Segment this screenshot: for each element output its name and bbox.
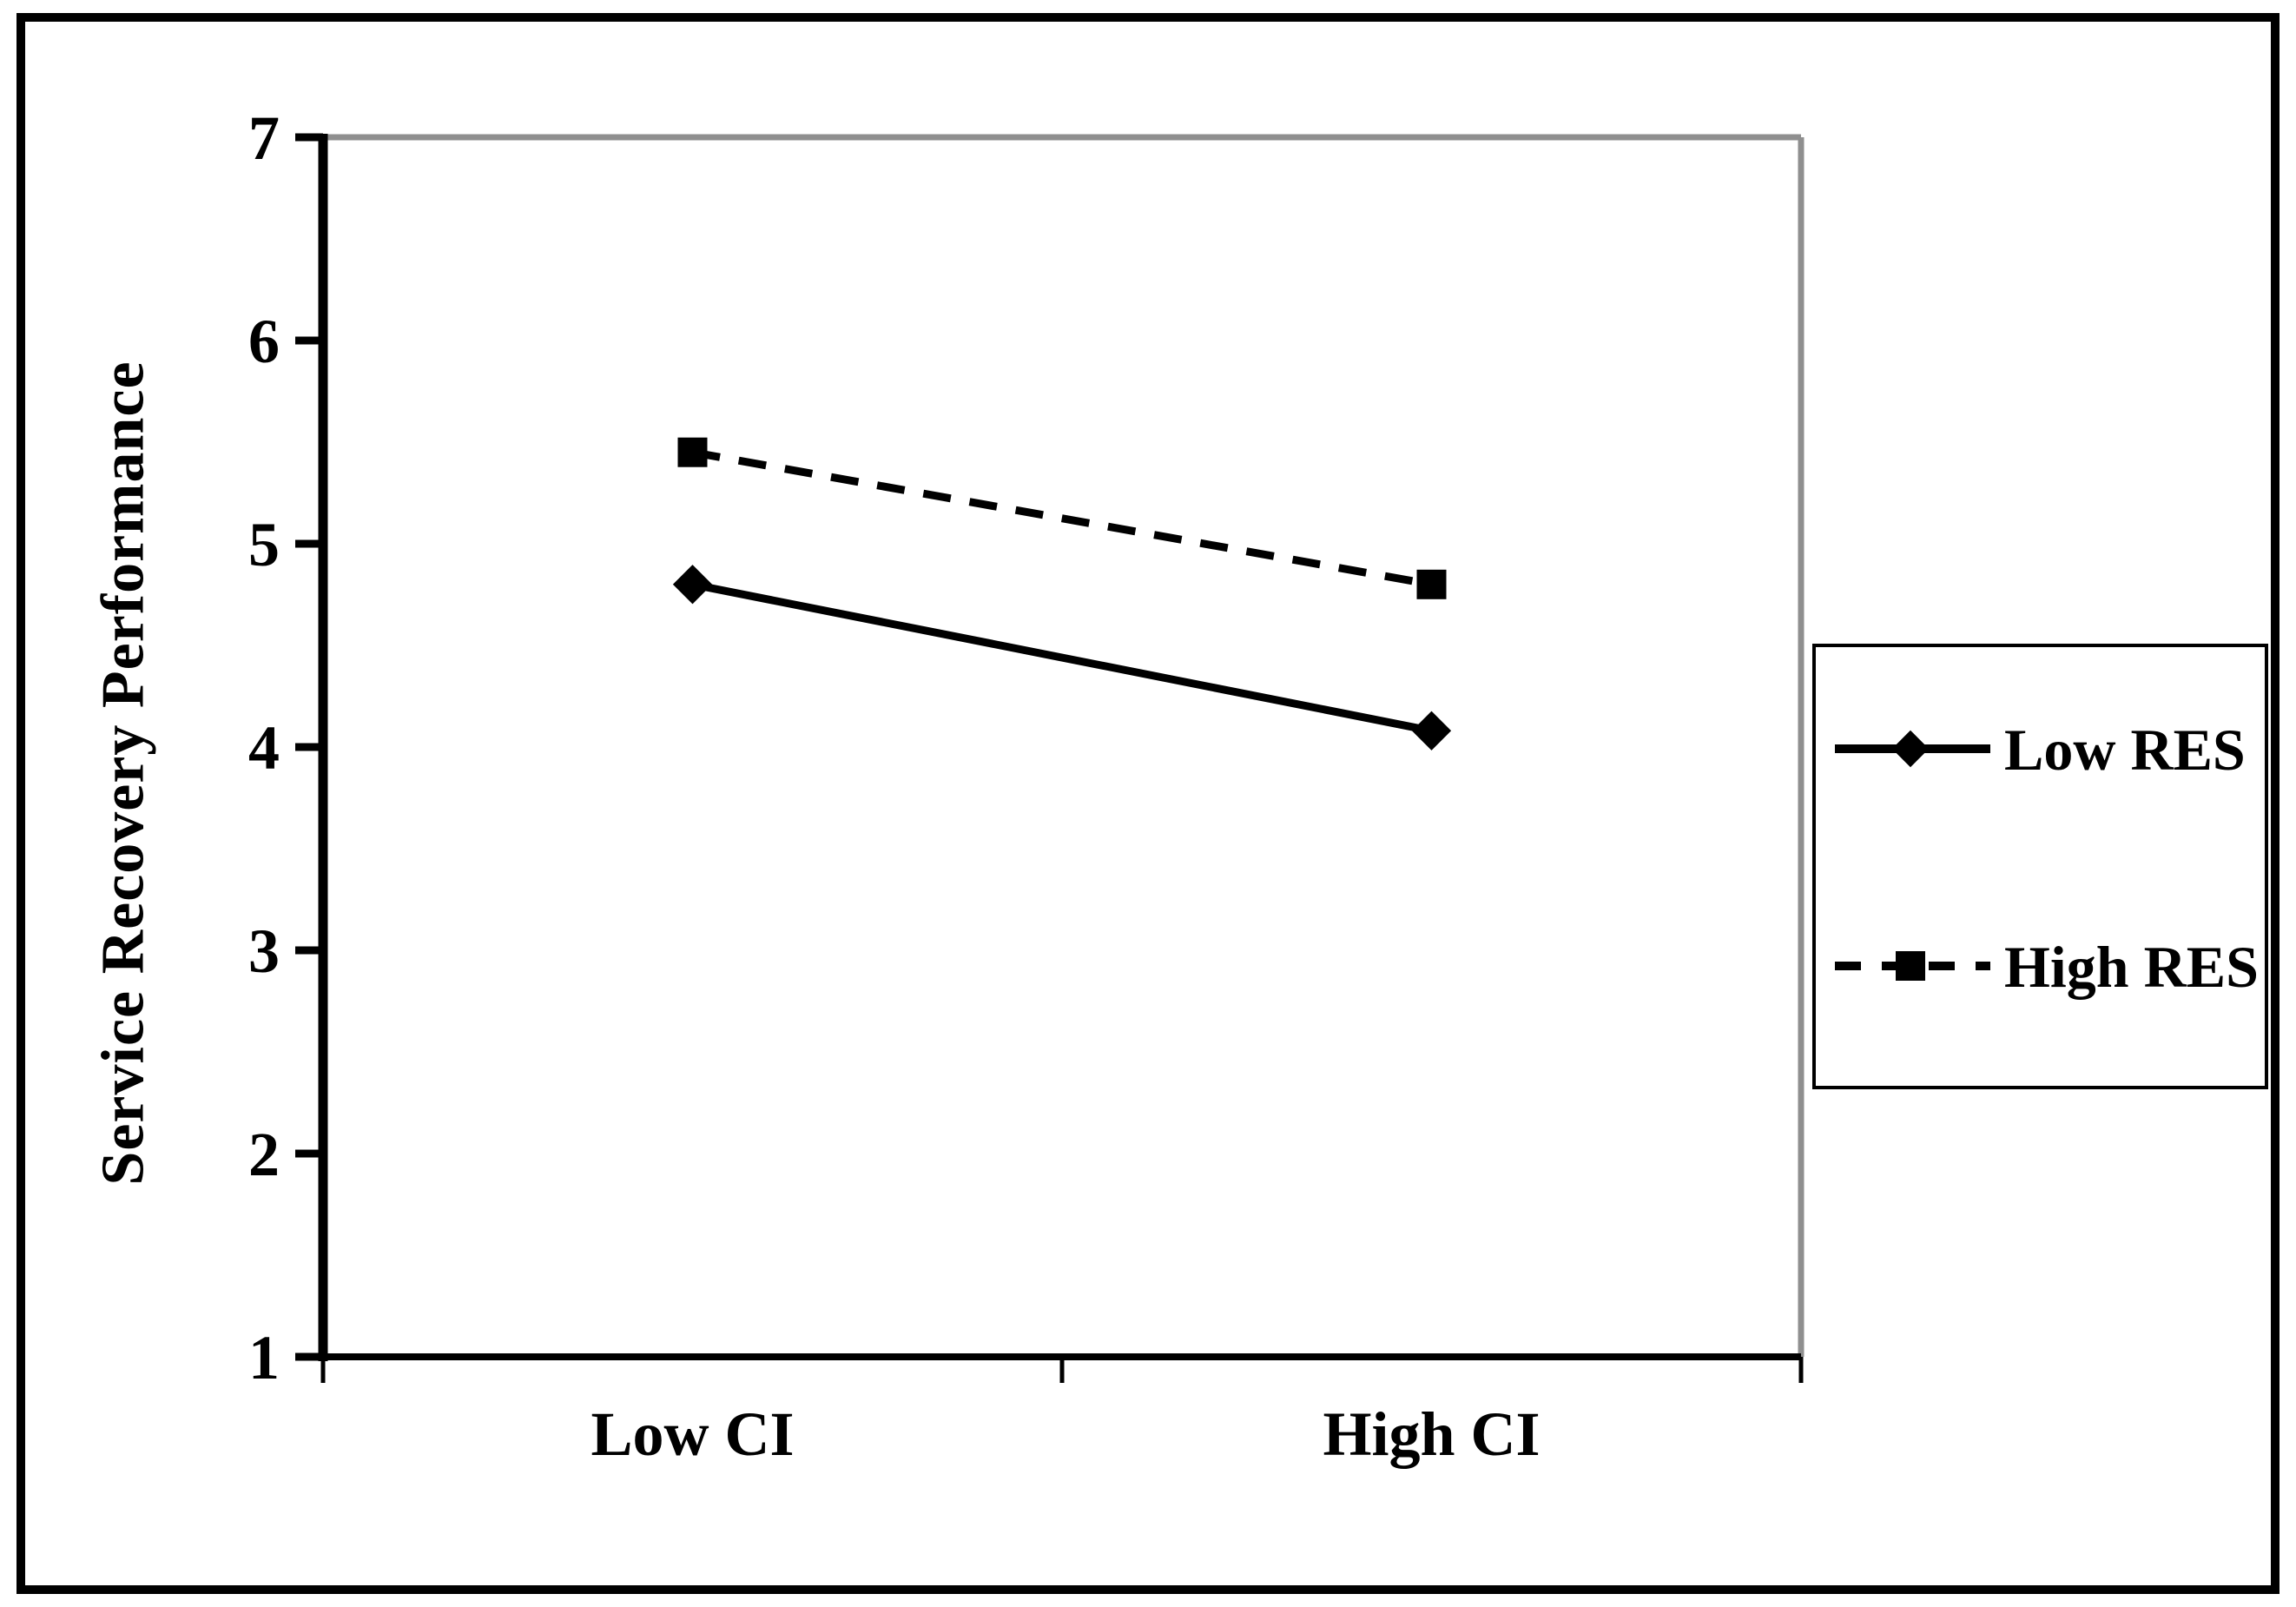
legend-label-high-res: High RES: [2004, 934, 2259, 1000]
y-axis-title: Service Recovery Performance: [90, 360, 157, 1185]
y-tick-label: 2: [248, 1120, 280, 1189]
series-line-high-res: [691, 448, 1433, 589]
y-tick-label: 3: [248, 916, 280, 986]
marker-square: [1416, 569, 1447, 599]
legend-marker-square-icon: [1896, 951, 1925, 981]
y-tick-label: 5: [248, 510, 280, 579]
legend: Low RES High RES: [1812, 644, 2268, 1089]
category-label-low-ci: Low CI: [590, 1399, 794, 1469]
category-label-high-ci: High CI: [1323, 1399, 1540, 1469]
x-axis-category-labels: Low CI High CI: [590, 1399, 1540, 1469]
legend-entry-high-res: High RES: [1835, 934, 2259, 1000]
marker-square: [677, 437, 708, 467]
marker-diamond: [672, 565, 713, 605]
legend-box: [1812, 644, 2268, 1089]
y-axis-tick-labels: 1 2 3 4 5 6 7: [248, 103, 280, 1392]
x-tick-marks: [320, 1357, 1804, 1383]
marker-diamond: [1411, 711, 1452, 751]
series-layer: [672, 437, 1452, 751]
y-tick-label: 4: [248, 713, 280, 783]
y-tick-label: 7: [248, 103, 280, 173]
y-tick-label: 1: [248, 1323, 280, 1392]
figure-border: [16, 13, 2280, 1594]
legend-label-low-res: Low RES: [2004, 717, 2246, 783]
series-line-low-res: [691, 580, 1433, 735]
y-tick-label: 6: [248, 307, 280, 376]
y-tick-marks: [295, 133, 323, 1361]
